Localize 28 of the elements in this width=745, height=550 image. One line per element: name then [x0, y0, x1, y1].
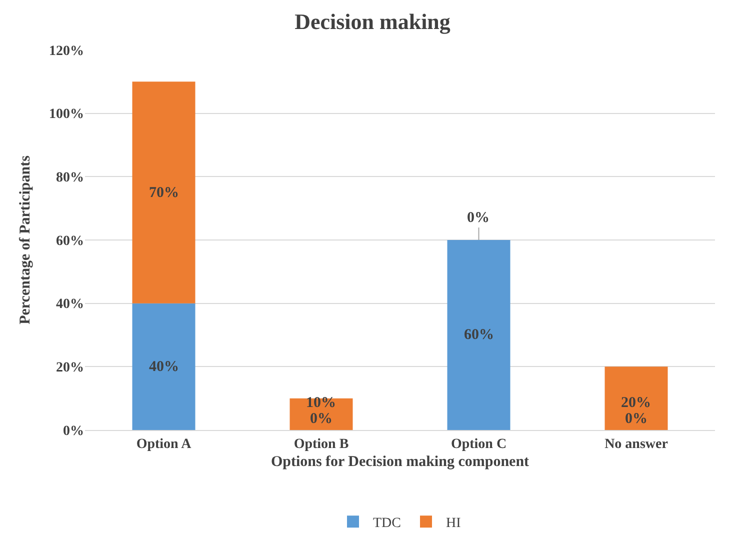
data-label: 70% [149, 185, 179, 201]
bar [604, 366, 668, 430]
data-label: 60% [464, 327, 494, 343]
y-tick-label: 100% [49, 107, 84, 122]
x-tick-label: Option A [136, 436, 192, 452]
data-label: 10% [306, 395, 336, 411]
data-label: 40% [149, 359, 179, 375]
y-tick-label: 60% [56, 234, 84, 249]
y-tick-label: 120% [49, 44, 84, 59]
x-tick-label: Option C [450, 436, 507, 452]
data-label: 0% [467, 210, 490, 226]
legend-label: HI [446, 516, 462, 532]
x-axis-title: Options for Decision making component [270, 454, 530, 470]
bar [132, 82, 196, 304]
y-tick-label: 80% [56, 170, 84, 186]
y-tick-label: 20% [56, 360, 84, 376]
data-label: 0% [625, 411, 648, 427]
x-tick-label: No answer [604, 436, 668, 452]
data-label: 20% [621, 395, 651, 411]
bar [447, 240, 510, 430]
y-tick-label: 40% [56, 297, 84, 312]
y-axis-title: Percentage of Participants [17, 155, 34, 324]
y-tick-label: 0% [63, 424, 84, 439]
bar [132, 303, 196, 430]
data-label: 0% [310, 411, 332, 427]
chart-title: Decision making [294, 9, 450, 34]
legend-label: TDC [373, 516, 401, 532]
x-tick-label: Option B [294, 436, 349, 452]
